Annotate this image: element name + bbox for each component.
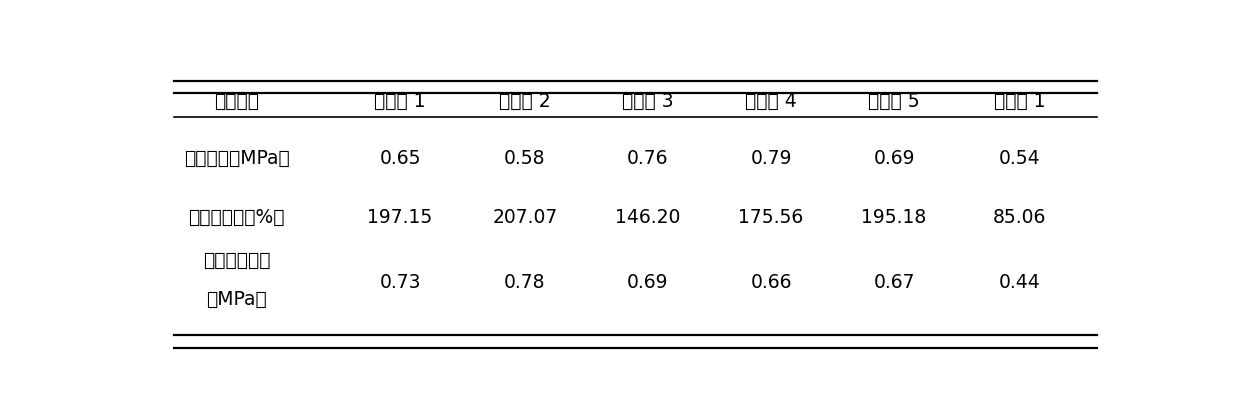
Text: 0.54: 0.54 [999,149,1040,168]
Text: 实施例 1: 实施例 1 [374,92,425,111]
Text: 拉伸剪切强度: 拉伸剪切强度 [203,251,270,270]
Text: 0.44: 0.44 [999,273,1040,292]
Text: 207.07: 207.07 [492,208,558,227]
Text: 85.06: 85.06 [993,208,1047,227]
Text: 0.76: 0.76 [627,149,668,168]
Text: （MPa）: （MPa） [206,290,267,309]
Text: 175.56: 175.56 [738,208,804,227]
Text: 146.20: 146.20 [615,208,681,227]
Text: 195.18: 195.18 [862,208,926,227]
Text: 拉伸强度（MPa）: 拉伸强度（MPa） [184,149,290,168]
Text: 0.65: 0.65 [379,149,420,168]
Text: 0.69: 0.69 [627,273,668,292]
Text: 0.67: 0.67 [873,273,915,292]
Text: 0.73: 0.73 [379,273,420,292]
Text: 实施例 5: 实施例 5 [868,92,920,111]
Text: 性能指标: 性能指标 [215,92,259,111]
Text: 实施例 2: 实施例 2 [500,92,551,111]
Text: 对比例 1: 对比例 1 [994,92,1045,111]
Text: 实施例 3: 实施例 3 [622,92,673,111]
Text: 断裂伸长率（%）: 断裂伸长率（%） [188,208,285,227]
Text: 0.66: 0.66 [750,273,792,292]
Text: 0.79: 0.79 [750,149,792,168]
Text: 实施例 4: 实施例 4 [745,92,797,111]
Text: 0.69: 0.69 [873,149,915,168]
Text: 197.15: 197.15 [367,208,433,227]
Text: 0.58: 0.58 [505,149,546,168]
Text: 0.78: 0.78 [505,273,546,292]
